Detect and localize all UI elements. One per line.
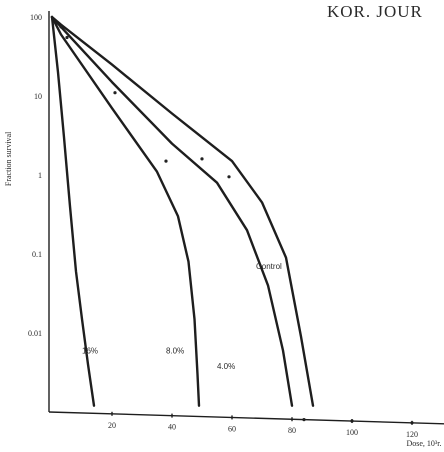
y-tick-label: 0.01	[28, 329, 42, 338]
x-tick-label: 80	[288, 426, 296, 435]
y-tick-label: 1	[38, 171, 42, 180]
series-label-sixteen-percent: 16%	[82, 347, 98, 356]
chart-curves	[50, 15, 315, 407]
curve-sixteen-percent	[50, 15, 96, 407]
series-label-four-percent: 4.0%	[217, 362, 235, 371]
y-tick-label: 100	[30, 13, 42, 22]
curve-eight-percent	[50, 15, 201, 407]
data-point	[59, 25, 63, 29]
data-point	[164, 159, 168, 163]
y-tick-label: 10	[34, 92, 42, 101]
curve-four-percent	[50, 15, 294, 407]
chart-axes	[48, 11, 444, 425]
chart-points	[59, 25, 414, 425]
chart-labels: Fraction survival Dose, 10³r. Control 4.0% 8…	[4, 131, 442, 448]
data-point	[302, 418, 306, 422]
x-axis-label: Dose, 10³r.	[406, 439, 441, 448]
x-tick-label: 20	[108, 421, 116, 430]
series-label-control: Control	[256, 262, 282, 271]
x-tick-label: 40	[168, 423, 176, 432]
chart-ticks: 20 40 60 80 100 120 100 10 1 0.1 0.01	[28, 13, 418, 439]
series-label-eight-percent: 8.0%	[166, 347, 184, 356]
x-tick-label: 100	[346, 428, 358, 437]
y-tick-label: 0.1	[32, 250, 42, 259]
x-tick-label: 120	[406, 430, 418, 439]
journal-header: KOR. JOUR	[327, 2, 423, 21]
curve-control	[50, 15, 315, 407]
data-point	[65, 35, 69, 40]
y-axis-label: Fraction survival	[4, 131, 13, 186]
x-tick-label: 60	[228, 424, 236, 433]
data-point	[200, 157, 204, 161]
data-point	[113, 91, 117, 95]
data-point	[227, 175, 231, 179]
